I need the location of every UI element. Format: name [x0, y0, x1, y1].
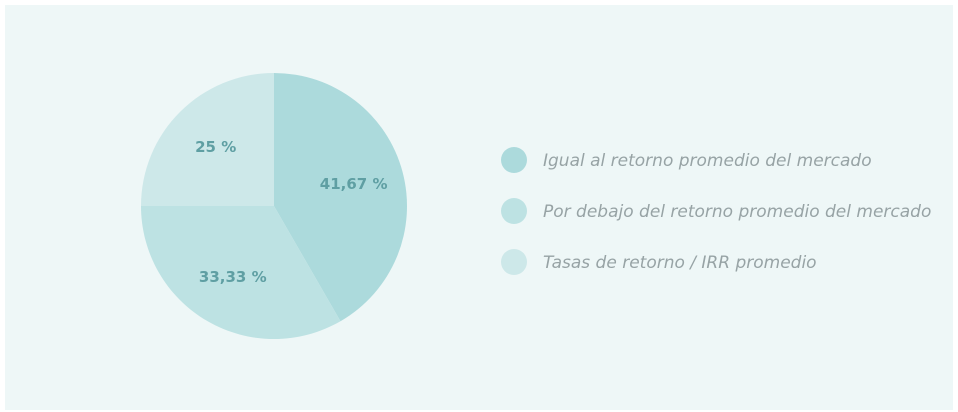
- pie-slice: [141, 73, 274, 206]
- legend-swatch: [501, 198, 527, 224]
- slice-label: 41,67 %: [320, 175, 388, 193]
- slice-label: 33,33 %: [199, 268, 267, 286]
- slice-label: 25 %: [195, 138, 236, 156]
- legend-swatch: [501, 147, 527, 173]
- pie-slice: [274, 73, 407, 322]
- legend-label: Igual al retorno promedio del mercado: [543, 151, 872, 171]
- pie-slice: [141, 206, 341, 339]
- legend-label: Tasas de retorno / IRR promedio: [543, 253, 817, 273]
- legend-label: Por debajo del retorno promedio del merc…: [543, 202, 931, 222]
- legend-swatch: [501, 249, 527, 275]
